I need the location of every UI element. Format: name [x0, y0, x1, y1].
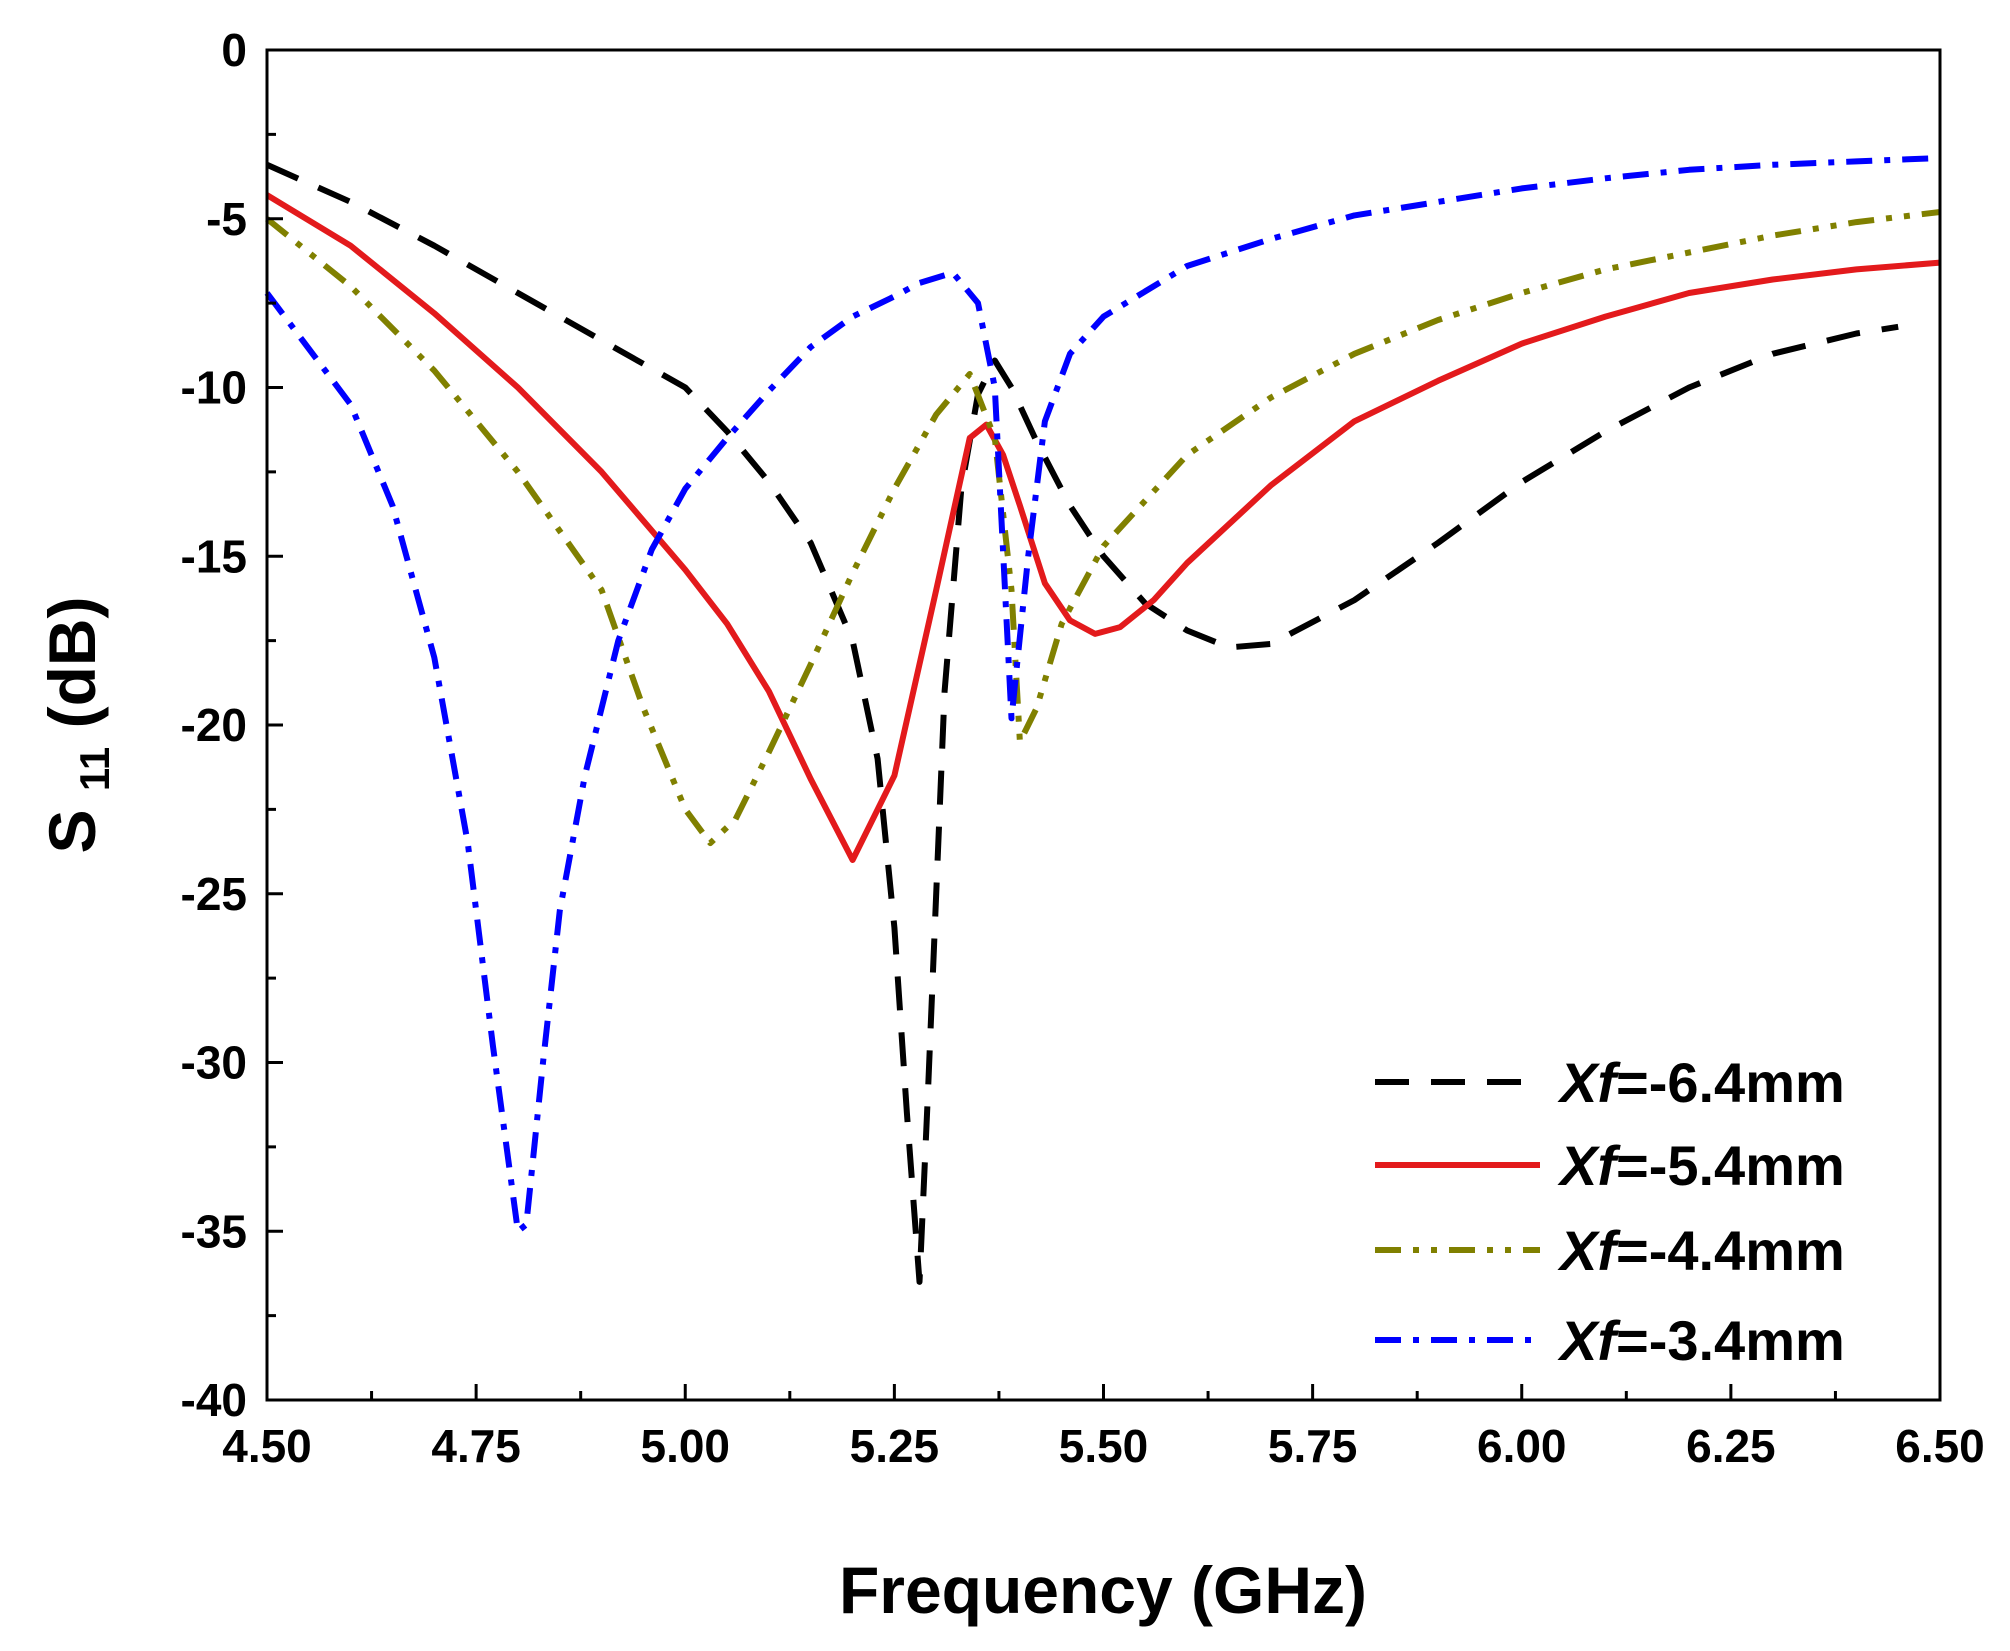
- legend-label-value: =-6.4mm: [1616, 1051, 1845, 1114]
- y-axis-title-main: S: [35, 810, 109, 854]
- x-axis-title: Frequency (GHz): [839, 1553, 1367, 1627]
- y-tick-label: -5: [206, 193, 247, 245]
- x-tick-label: 4.50: [222, 1420, 312, 1472]
- y-tick-label: -30: [181, 1037, 247, 1089]
- x-tick-label: 6.50: [1895, 1420, 1985, 1472]
- legend-label-variable: Xf: [1557, 1134, 1621, 1197]
- series-line-4: [264, 155, 1941, 1235]
- legend-label-variable: Xf: [1557, 1051, 1621, 1114]
- x-tick-label: 5.25: [850, 1420, 940, 1472]
- series-line-3: [265, 209, 1941, 847]
- y-axis-title-subscript: 11: [71, 747, 118, 791]
- legend-label: Xf=-4.4mm: [1557, 1219, 1845, 1282]
- legend-label-value: =-5.4mm: [1616, 1134, 1845, 1197]
- y-axis-title: S 11 (dB): [35, 596, 123, 853]
- x-tick-label: 5.00: [640, 1420, 730, 1472]
- x-tick-label: 4.75: [431, 1420, 521, 1472]
- legend-label-variable: Xf: [1557, 1219, 1621, 1282]
- x-tick-label: 6.00: [1477, 1420, 1567, 1472]
- y-axis-title-unit: (dB): [35, 596, 109, 728]
- y-tick-label: 0: [221, 24, 247, 76]
- y-tick-label: -35: [181, 1205, 247, 1257]
- series-line-2: [265, 192, 1941, 863]
- y-tick-label: -10: [181, 362, 247, 414]
- series-layer: [264, 155, 1941, 1285]
- y-tick-label: -20: [181, 699, 247, 751]
- legend-label: Xf=-5.4mm: [1557, 1134, 1845, 1197]
- legend-label: Xf=-3.4mm: [1557, 1309, 1845, 1372]
- legend-label-value: =-4.4mm: [1616, 1219, 1845, 1282]
- x-tick-label: 6.25: [1686, 1420, 1776, 1472]
- legend-label-variable: Xf: [1557, 1309, 1621, 1372]
- legend-label-value: =-3.4mm: [1616, 1309, 1845, 1372]
- y-axis-ticks: 0 -5 -10 -15 -20 -25 -30 -35 -40: [181, 24, 283, 1426]
- series-line-1: [265, 162, 1899, 1285]
- x-tick-label: 5.50: [1059, 1420, 1149, 1472]
- y-tick-label: -15: [181, 530, 247, 582]
- x-tick-label: 5.75: [1268, 1420, 1358, 1472]
- y-tick-label: -25: [181, 868, 247, 920]
- y-tick-label: -40: [181, 1374, 247, 1426]
- legend-label: Xf=-6.4mm: [1557, 1051, 1845, 1114]
- x-axis-ticks: 4.50 4.75 5.00 5.25 5.50 5.75 6.00 6.25 6.50: [222, 1384, 1985, 1472]
